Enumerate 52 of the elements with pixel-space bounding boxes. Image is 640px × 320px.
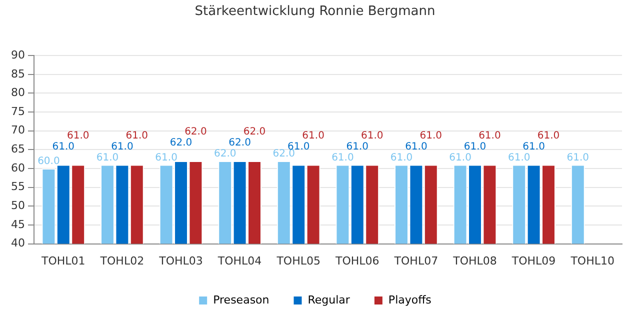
data-label: 61.0 xyxy=(111,141,134,152)
x-tick-label: TOHL05 xyxy=(276,254,320,268)
y-tick-label: 75 xyxy=(10,104,25,118)
data-label: 61.0 xyxy=(332,152,354,164)
x-tick-label: TOHL09 xyxy=(510,254,556,268)
data-label: 61.0 xyxy=(405,141,428,152)
x-tick-label: TOHL04 xyxy=(216,254,262,268)
data-label: 61.0 xyxy=(522,141,545,152)
data-label: 62.0 xyxy=(214,148,236,160)
y-tick-label: 40 xyxy=(10,236,25,250)
data-label: 61.0 xyxy=(449,152,472,164)
legend-label: Preseason xyxy=(213,293,270,306)
data-label: 61.0 xyxy=(155,152,178,164)
y-tick-label: 50 xyxy=(10,199,25,212)
y-tick-label: 80 xyxy=(10,86,25,100)
x-tick-label: TOHL06 xyxy=(334,254,380,268)
data-label: 61.0 xyxy=(390,152,413,164)
data-label: 61.0 xyxy=(566,152,590,164)
data-label: 61.0 xyxy=(420,130,442,142)
x-tick-label: TOHL03 xyxy=(158,254,203,268)
data-label: 61.0 xyxy=(126,130,148,142)
y-tick-label: 65 xyxy=(10,142,25,156)
y-tick-label: 60 xyxy=(10,161,25,174)
data-label: 62.0 xyxy=(243,126,266,138)
x-tick-label: TOHL07 xyxy=(393,254,438,268)
x-tick-label: TOHL02 xyxy=(99,254,144,268)
data-label: 62.0 xyxy=(228,138,251,149)
legend-label: Playoffs xyxy=(388,293,432,306)
data-label: 61.0 xyxy=(96,152,119,164)
data-label: 61.0 xyxy=(302,130,324,142)
data-label: 61.0 xyxy=(478,130,501,142)
data-label: 60.0 xyxy=(38,156,60,168)
data-label: 61.0 xyxy=(508,152,530,164)
y-tick-label: 55 xyxy=(10,180,25,194)
data-label: 61.0 xyxy=(537,130,560,142)
data-label: 61.0 xyxy=(66,130,90,142)
data-label: 62.0 xyxy=(184,126,207,138)
data-label: 61.0 xyxy=(346,141,369,152)
data-label: 61.0 xyxy=(464,141,486,152)
y-tick-label: 90 xyxy=(10,48,25,62)
chart-title: Stärkeentwicklung Ronnie Bergmann xyxy=(194,4,436,20)
y-tick-label: 45 xyxy=(10,218,25,231)
x-tick-label: TOHL10 xyxy=(570,254,614,268)
x-tick-label: TOHL01 xyxy=(40,254,86,268)
y-tick-label: 85 xyxy=(10,67,25,80)
data-label: 62.0 xyxy=(272,148,296,160)
data-label: 61.0 xyxy=(52,141,75,152)
data-label: 61.0 xyxy=(360,130,384,142)
y-tick-label: 70 xyxy=(10,124,25,137)
legend-label: Regular xyxy=(308,293,350,306)
data-label: 62.0 xyxy=(170,138,192,149)
x-tick-label: TOHL08 xyxy=(452,254,497,268)
